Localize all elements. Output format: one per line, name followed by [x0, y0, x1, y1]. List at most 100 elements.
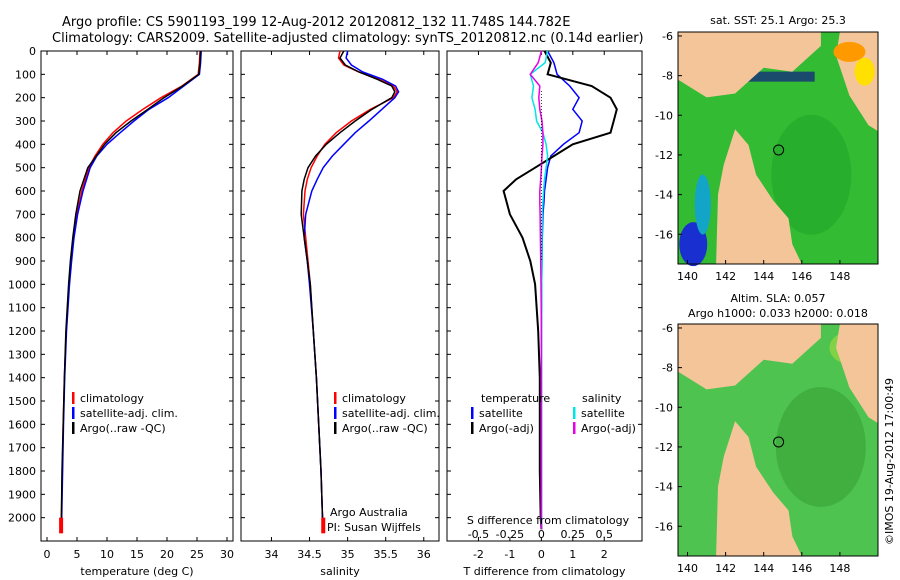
map-y-tick-label: -14 [655, 189, 673, 202]
imos-footer: ©IMOS 19-Aug-2012 17:00:49 [883, 378, 896, 545]
map-y-tick-label: -10 [655, 401, 673, 414]
x-tick-label: 30 [220, 548, 234, 561]
series-line-t-argo-adj- [502, 50, 618, 530]
map-sst-map: 140 142 144 146 148 -6 -8 -10 -12 -14 -16 [655, 30, 879, 283]
legend-label: Argo(-adj) [479, 422, 534, 435]
legend-label: satellite-adj. clim. [342, 407, 440, 420]
map-x-tick-label: 142 [715, 562, 736, 575]
x-tick-label: 0 [44, 548, 51, 561]
y-tick-label: 1700 [8, 442, 36, 455]
y-tick-label: 200 [15, 92, 36, 105]
y-tick-label: 400 [15, 138, 36, 151]
x-tick-label-top: -0.25 [496, 528, 524, 541]
y-tick-label: 1500 [8, 395, 36, 408]
x-tick-label-top: 0.25 [561, 528, 586, 541]
y-tick-label: 500 [15, 162, 36, 175]
map-y-tick-label: -6 [662, 322, 673, 335]
x-axis-label: temperature (deg C) [80, 565, 193, 578]
land-new-guinea [678, 32, 821, 98]
y-tick-label: 1400 [8, 372, 36, 385]
map-x-tick-label: 140 [677, 270, 698, 283]
plot-area: 0 5 10 15 20 25 300100200300400500600700800900… [8, 14, 879, 578]
y-tick-label: 1600 [8, 418, 36, 431]
annotation-line1: Argo Australia [330, 506, 408, 519]
map-frame [677, 323, 879, 557]
x-axis-label: T difference from climatology [463, 565, 626, 578]
legend-label: Argo(-adj) [581, 422, 636, 435]
map-x-tick-label: 148 [829, 270, 850, 283]
sla-patch [775, 386, 866, 507]
map-x-tick-label: 140 [677, 562, 698, 575]
y-tick-label: 1800 [8, 465, 36, 478]
float-position-marker [773, 436, 785, 448]
y-tick-label: 1000 [8, 278, 36, 291]
land-papuan-peninsula [836, 324, 878, 424]
legend-label: satellite-adj. clim. [80, 407, 178, 420]
legend-swatch [334, 422, 337, 434]
y-tick-label: 1900 [8, 488, 36, 501]
legend-swatch [72, 407, 75, 419]
map-x-tick-label: 144 [753, 562, 774, 575]
y-tick-label: 700 [15, 208, 36, 221]
map-y-tick-label: -12 [655, 441, 673, 454]
legend-label: satellite [581, 407, 625, 420]
x-tick-label: 10 [100, 548, 114, 561]
sst-warm-patch [771, 114, 852, 235]
x-tick-label-top: -0.5 [468, 528, 489, 541]
series-line-satellite-adj-clim- [60, 50, 202, 530]
series-line-argo-raw-qc- [60, 50, 202, 530]
legend-label: satellite [479, 407, 523, 420]
sla-map-title-line1: Altim. SLA: 0.057 [730, 292, 825, 305]
y-tick-label: 1200 [8, 325, 36, 338]
y-tick-label: 800 [15, 232, 36, 245]
map-y-tick-label: -6 [662, 30, 673, 43]
x-tick-label: 1 [569, 548, 576, 561]
legend-label: climatology [342, 392, 406, 405]
legend-swatch [471, 407, 474, 419]
sst-cool-patch [694, 174, 711, 235]
land-new-guinea [678, 324, 821, 390]
sst-hot-patch [854, 57, 875, 86]
map-x-tick-label: 146 [791, 270, 812, 283]
map-frame [677, 31, 879, 265]
y-tick-label: 900 [15, 255, 36, 268]
land-cape-york [716, 129, 802, 264]
map-y-tick-label: -14 [655, 481, 673, 494]
legend-title-temperature: temperature [481, 392, 550, 405]
x-tick-label: 2 [601, 548, 608, 561]
map-x-tick-label: 146 [791, 562, 812, 575]
map-x-tick-label: 144 [753, 270, 774, 283]
x-axis-label: salinity [320, 565, 360, 578]
map-x-tick-label: 142 [715, 270, 736, 283]
sst-coast-band [744, 71, 815, 82]
x-axis-label-top: S difference from climatology [467, 514, 630, 527]
map-y-tick-label: -8 [662, 362, 673, 375]
y-tick-label: 0 [29, 45, 36, 58]
x-tick-label: -1 [504, 548, 515, 561]
x-tick-label: -2 [473, 548, 484, 561]
x-tick-label: 0 [538, 548, 545, 561]
bottom-marker [321, 517, 326, 534]
legend-swatch [471, 422, 474, 434]
sla-map-title-line2: Argo h1000: 0.033 h2000: 0.018 [688, 307, 868, 320]
map-y-tick-label: -16 [655, 228, 673, 241]
panel-difference: -2 -1 0 1 2 T difference from climatology [446, 50, 643, 578]
series-line-argo-raw-qc- [300, 50, 396, 530]
bottom-marker [59, 517, 64, 534]
y-tick-label: 1100 [8, 302, 36, 315]
x-tick-label: 20 [160, 548, 174, 561]
x-tick-label: 15 [130, 548, 144, 561]
y-tick-label: 300 [15, 115, 36, 128]
panel-salinity: 34 34.5 35 35.5 36 salinity [240, 50, 440, 578]
y-tick-label: 2000 [8, 512, 36, 525]
x-tick-label: 34 [264, 548, 278, 561]
legend-swatch [334, 407, 337, 419]
map-y-tick-label: -10 [655, 109, 673, 122]
land-cape-york [716, 421, 802, 556]
legend-swatch [334, 392, 337, 404]
series-line-climatology [60, 50, 201, 530]
legend-swatch [72, 392, 75, 404]
figure-title-line1: Argo profile: CS 5901193_199 12-Aug-2012… [62, 15, 570, 30]
map-y-tick-label: -12 [655, 149, 673, 162]
